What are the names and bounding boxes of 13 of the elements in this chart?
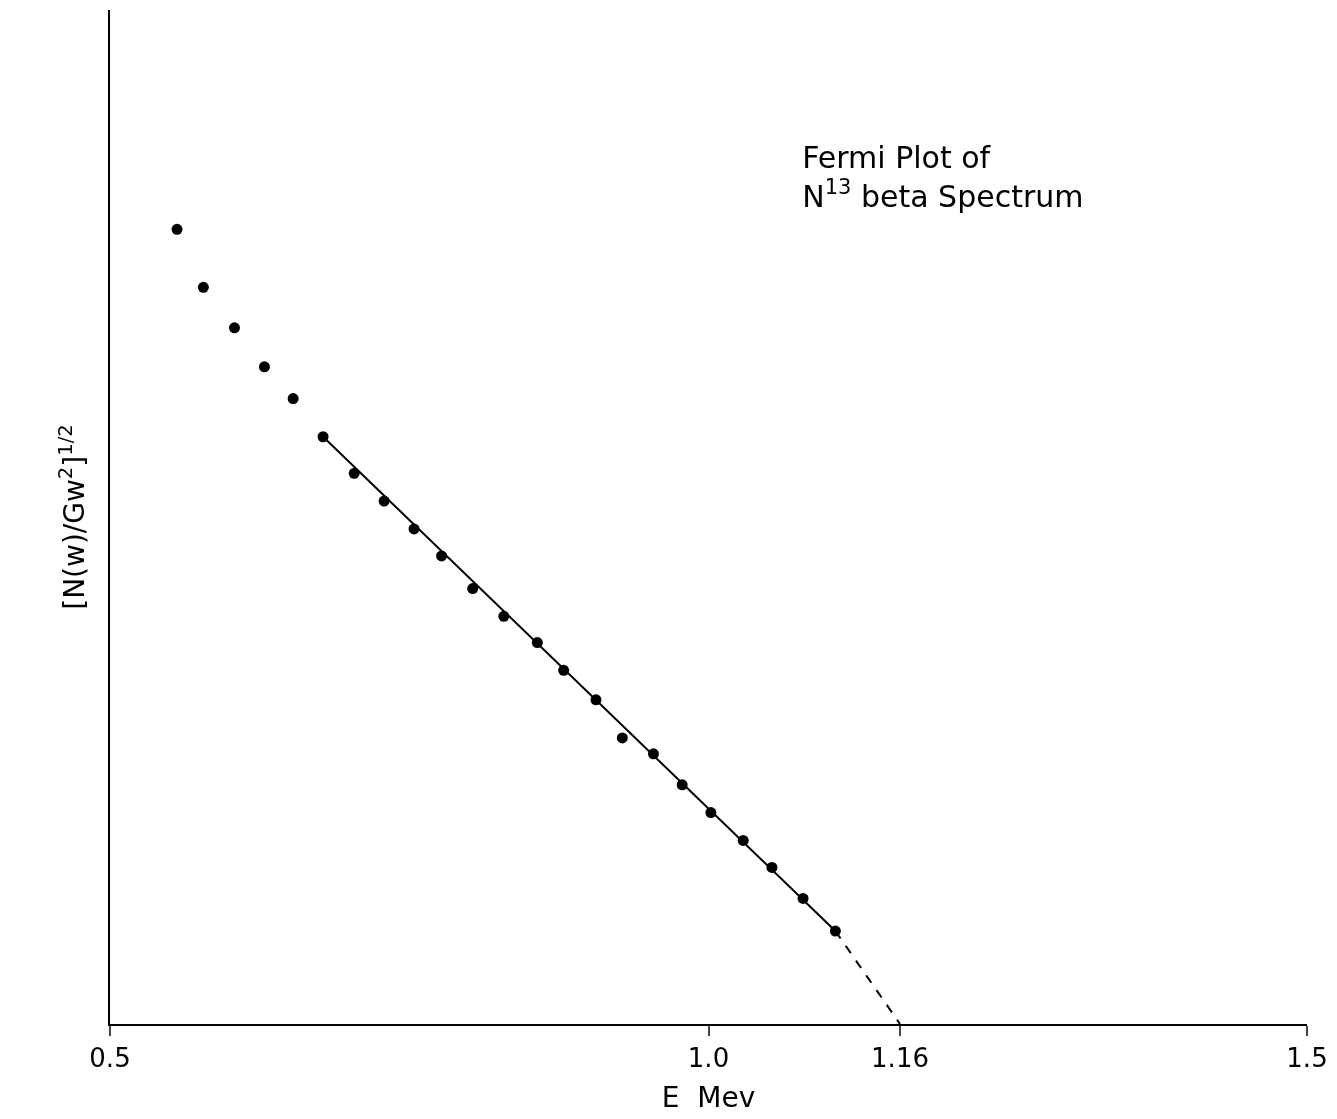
point <box>258 361 270 373</box>
point <box>228 322 240 334</box>
chart-title: Fermi Plot of N$^{13}$ beta Spectrum <box>802 139 1084 214</box>
point <box>287 393 299 405</box>
x-tick-label: 1.16 <box>871 1043 929 1074</box>
point <box>616 732 628 744</box>
x-axis-title: E Mev <box>661 1080 756 1114</box>
x-tick-label: 0.5 <box>89 1043 131 1074</box>
point <box>467 583 479 595</box>
point <box>171 223 183 235</box>
x-tick-label: 1.5 <box>1286 1043 1328 1074</box>
x-tick-label: 1.0 <box>687 1043 730 1074</box>
point <box>197 281 209 293</box>
